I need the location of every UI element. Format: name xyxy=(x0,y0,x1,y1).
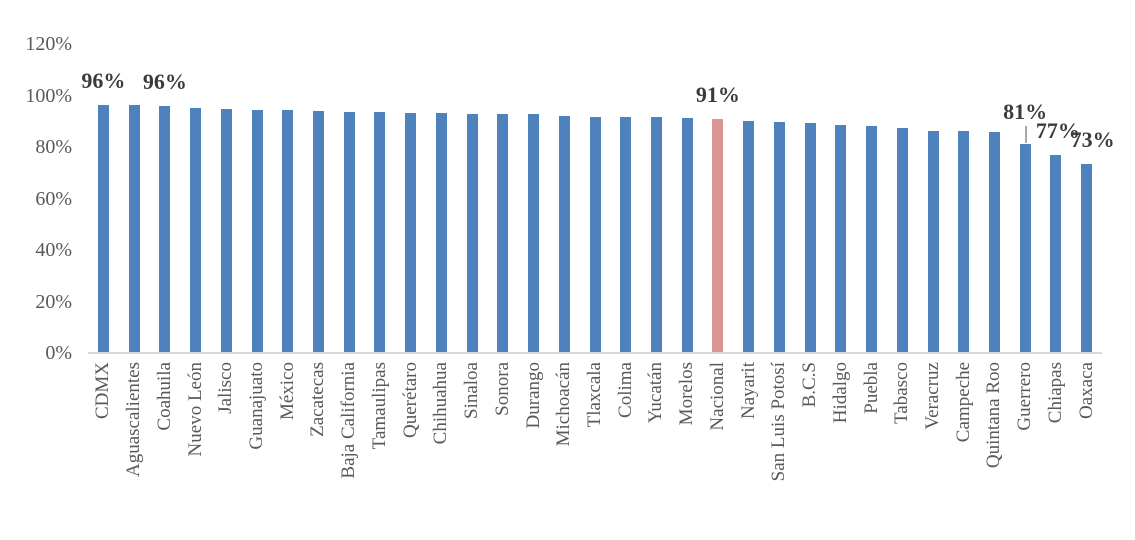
x-category-label: Aguascalientes xyxy=(123,362,145,478)
bar-tlaxcala xyxy=(589,116,601,353)
y-tick-label-60pct: 60% xyxy=(35,187,72,210)
bar-colima xyxy=(620,117,632,353)
bar-b-c-s xyxy=(804,122,816,353)
x-category-label: Tlaxcala xyxy=(584,362,605,428)
bar-quintana-roo xyxy=(988,132,1000,353)
bar-baja-california xyxy=(343,111,355,353)
x-category-label: Quintana Roo xyxy=(983,362,1005,469)
y-tick-label-0pct: 0% xyxy=(45,342,72,364)
x-category-label: Colima xyxy=(614,362,636,418)
bar-sonora xyxy=(497,113,509,353)
bar-quer-taro xyxy=(405,112,417,353)
x-category-label: CDMX xyxy=(92,362,114,420)
x-category-label: Campeche xyxy=(952,362,974,443)
x-category-label: Durango xyxy=(522,362,544,429)
bar-yucat-n xyxy=(650,117,662,353)
x-category-label: Yucatán xyxy=(645,362,667,424)
bar-oaxaca xyxy=(1081,163,1093,353)
y-tick-label-20pct: 20% xyxy=(35,290,72,313)
x-category-label: Guerrero xyxy=(1014,362,1036,431)
x-category-label: Nacional xyxy=(706,362,728,431)
bar-san-luis-potos- xyxy=(773,122,785,353)
x-category-label: Zacatecas xyxy=(307,362,329,437)
bar-nacional xyxy=(712,118,724,353)
data-label-guerrero: 81% xyxy=(1003,99,1048,125)
x-axis-line xyxy=(88,352,1102,354)
bar-tamaulipas xyxy=(374,112,386,353)
x-category-label: Jalisco xyxy=(215,362,237,414)
bar-hidalgo xyxy=(835,124,847,353)
x-category-label: San Luis Potosí xyxy=(768,362,790,482)
bar-puebla xyxy=(866,125,878,353)
bar-coahuila xyxy=(159,105,171,353)
bar-zacatecas xyxy=(312,110,324,353)
bar-nuevo-le-n xyxy=(190,107,202,353)
x-category-label: Morelos xyxy=(676,362,698,426)
bar-michoac-n xyxy=(558,115,570,353)
bar-tabasco xyxy=(896,128,908,353)
bar-jalisco xyxy=(220,108,232,353)
bar-campeche xyxy=(958,131,970,353)
y-tick-label-40pct: 40% xyxy=(35,239,72,261)
x-category-label: Sinaloa xyxy=(461,362,483,419)
bar-chihuahua xyxy=(435,113,447,353)
y-tick-label-120pct: 120% xyxy=(25,33,72,55)
x-category-label: Chiapas xyxy=(1044,362,1066,424)
bar-morelos xyxy=(681,117,693,353)
bar-chiapas xyxy=(1050,154,1062,353)
bar-aguascalientes xyxy=(128,105,140,353)
y-tick-label-80pct: 80% xyxy=(35,136,72,158)
bar-m-xico xyxy=(282,109,294,353)
data-label-oaxaca: 73% xyxy=(1070,126,1115,152)
x-category-label: Michoacán xyxy=(553,362,575,447)
x-category-label: Tamaulipas xyxy=(368,362,390,450)
x-category-label: Tabasco xyxy=(891,362,913,424)
x-category-label: Puebla xyxy=(860,362,882,414)
x-category-label: Chihuahua xyxy=(430,362,452,445)
bar-sinaloa xyxy=(466,113,478,353)
bar-cdmx xyxy=(97,104,109,353)
x-category-label: Veracruz xyxy=(922,362,943,430)
x-category-label: Querétaro xyxy=(399,362,421,438)
x-category-label: Guanajuato xyxy=(246,362,267,450)
x-category-label: Baja California xyxy=(338,362,360,479)
x-category-label: B.C.S xyxy=(799,362,821,408)
x-category-label: Coahuila xyxy=(153,362,175,431)
data-label-coahuila: 96% xyxy=(142,68,187,94)
data-label-cdmx: 96% xyxy=(81,67,126,93)
label-leader-line xyxy=(1025,126,1028,144)
x-category-label: Nayarit xyxy=(737,362,759,419)
bar-veracruz xyxy=(927,130,939,353)
bar-nayarit xyxy=(743,120,755,353)
data-label-nacional: 91% xyxy=(695,81,740,107)
bar-durango xyxy=(528,114,540,353)
bar-guerrero xyxy=(1019,144,1031,353)
x-category-label: Hidalgo xyxy=(829,362,851,424)
y-tick-label-100pct: 100% xyxy=(25,84,72,107)
bar-guanajuato xyxy=(251,109,263,353)
data-label-chiapas: 77% xyxy=(1035,117,1080,143)
x-category-label: Sonora xyxy=(491,362,513,416)
x-category-label: Nuevo León xyxy=(184,362,206,457)
x-category-label: Oaxaca xyxy=(1075,362,1097,419)
x-category-label: México xyxy=(276,362,298,421)
